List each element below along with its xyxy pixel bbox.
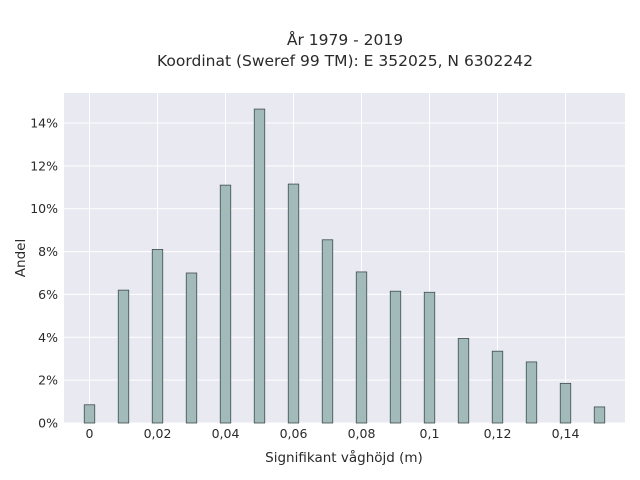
histogram-bar [151,249,164,424]
histogram-bar [457,337,470,424]
histogram-bar [117,289,130,424]
y-tick-label: 0% [38,416,58,431]
histogram-bar [491,350,504,424]
histogram-bar [423,291,436,424]
x-tick-label: 0,04 [212,426,240,441]
y-tick-label: 10% [30,201,58,216]
y-axis-ticks: 0% 2% 4% 6% 8% 10% 12% 14% [30,116,58,431]
y-axis-label: Andel [13,239,29,277]
y-tick-label: 2% [38,373,58,388]
chart-title: År 1979 - 2019 [287,30,403,49]
histogram-bar [593,406,606,424]
histogram-bar [287,183,300,424]
plot-area [64,93,625,423]
x-tick-label: 0,06 [280,426,308,441]
x-tick-label: 0,02 [144,426,172,441]
histogram-bar [389,290,402,424]
histogram-bar [321,239,334,424]
histogram-bar [253,108,266,424]
histogram-bar [219,184,232,424]
histogram-bar [559,382,572,424]
chart-subtitle: Koordinat (Sweref 99 TM): E 352025, N 63… [157,52,533,70]
histogram-bar [355,271,368,424]
x-tick-label: 0,12 [484,426,512,441]
y-tick-label: 8% [38,244,58,259]
histogram-bar [185,272,198,424]
bars [83,108,606,424]
y-tick-label: 4% [38,330,58,345]
x-tick-label: 0,1 [420,426,440,441]
y-tick-label: 6% [38,287,58,302]
x-axis-ticks: 0 0,02 0,04 0,06 0,08 0,1 0,12 0,14 [86,426,580,441]
x-tick-label: 0,08 [348,426,376,441]
histogram-bar [83,404,96,424]
x-tick-label: 0 [86,426,94,441]
histogram-bar [525,361,538,424]
y-tick-label: 12% [30,158,58,173]
x-tick-label: 0,14 [552,426,580,441]
y-tick-label: 14% [30,116,58,131]
x-axis-label: Signifikant våghöjd (m) [265,449,423,466]
